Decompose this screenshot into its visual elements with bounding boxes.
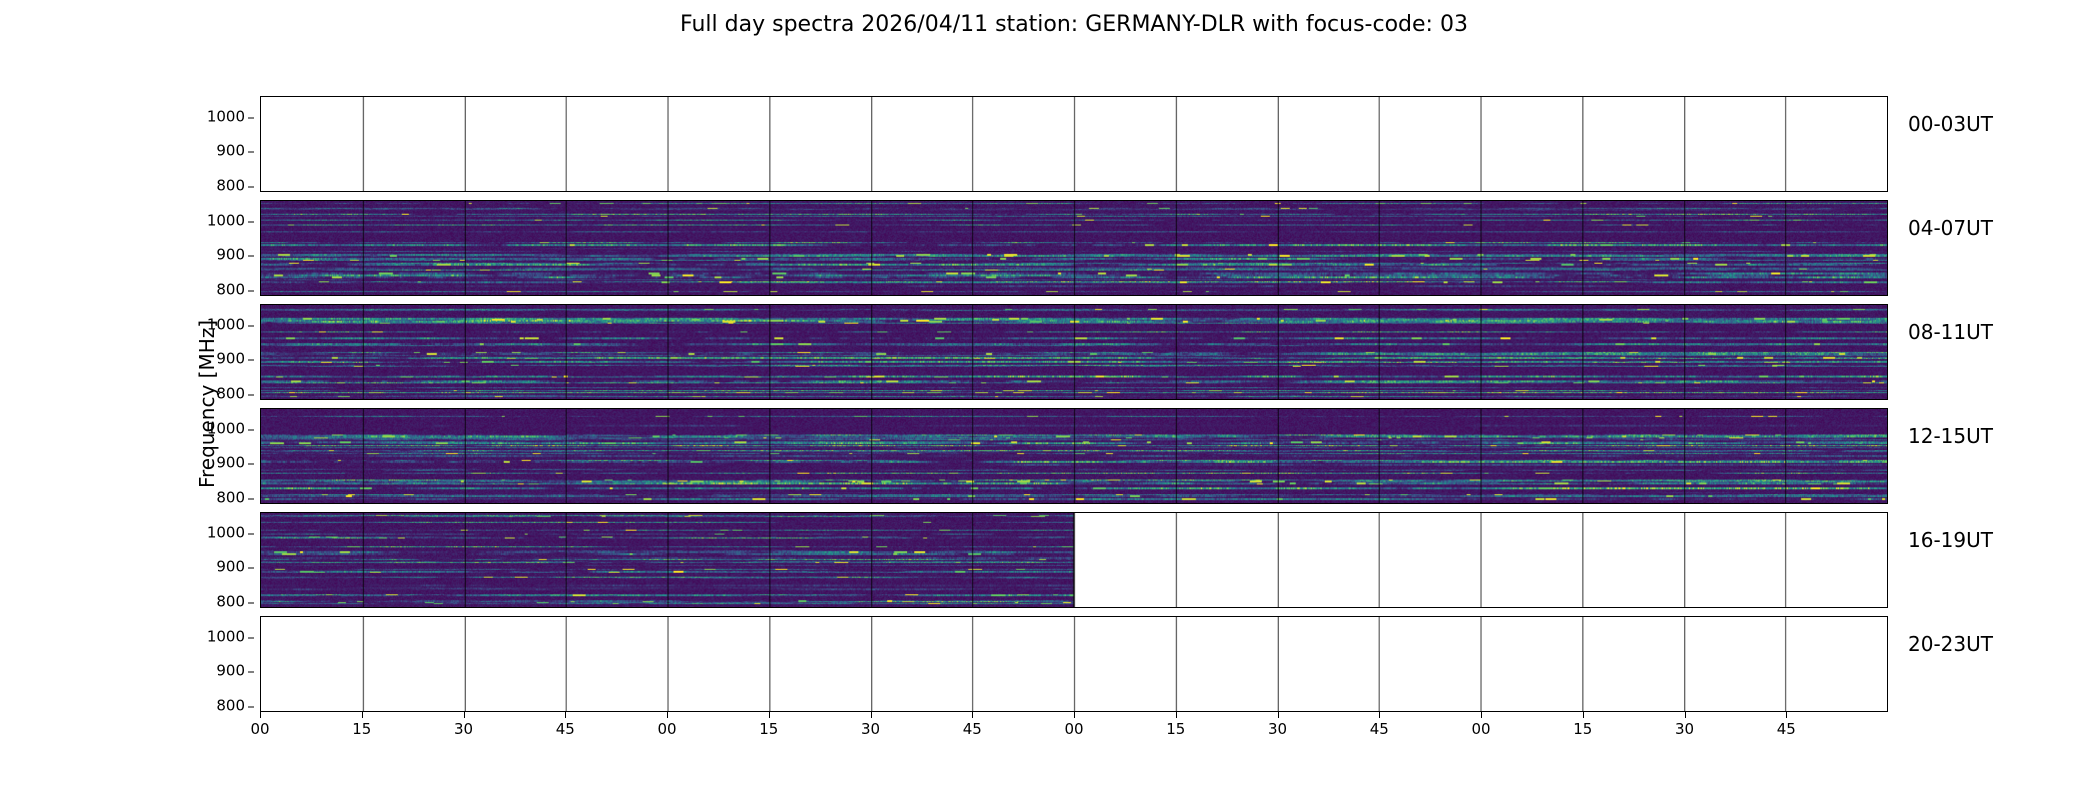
x-tick-label: 30 bbox=[1267, 720, 1288, 738]
spectrogram-canvas bbox=[261, 513, 1887, 607]
row-time-label: 20-23UT bbox=[1908, 632, 1993, 656]
y-tick-label: 800 bbox=[160, 698, 254, 714]
x-tick-label: 15 bbox=[1573, 720, 1593, 738]
x-axis: 00 15 30 45 00 15 30 45 00 15 30 45 00 15 30 45 bbox=[250, 712, 1888, 746]
spectrogram-panel bbox=[260, 512, 1888, 608]
x-tick-mark bbox=[260, 712, 261, 718]
x-tick-label: 00 bbox=[250, 720, 270, 738]
x-tick-mark bbox=[972, 712, 974, 718]
x-tick-label: 15 bbox=[759, 720, 779, 738]
x-tick-mark bbox=[361, 712, 363, 718]
spectrogram-canvas bbox=[261, 305, 1887, 399]
row-time-label: 12-15UT bbox=[1908, 424, 1993, 448]
y-tick-label: 1000 bbox=[160, 421, 254, 437]
x-tick-mark bbox=[768, 712, 770, 718]
x-tick-mark bbox=[463, 712, 465, 718]
y-tick-label: 900 bbox=[160, 559, 254, 575]
chart-title: Full day spectra 2026/04/11 station: GER… bbox=[680, 12, 1468, 37]
x-tick-label: 15 bbox=[352, 720, 372, 738]
y-tick-label: 800 bbox=[160, 282, 254, 298]
x-tick-label: 00 bbox=[1471, 720, 1491, 738]
spectrogram-canvas bbox=[261, 617, 1887, 711]
x-tick-mark bbox=[1175, 712, 1177, 718]
x-tick-label: 30 bbox=[453, 720, 474, 738]
y-tick-label: 900 bbox=[160, 247, 254, 263]
x-tick-mark bbox=[1277, 712, 1279, 718]
x-tick-mark bbox=[667, 712, 668, 718]
row-time-label: 00-03UT bbox=[1908, 112, 1993, 136]
spectrogram-panel bbox=[260, 304, 1888, 400]
spectrogram-canvas bbox=[261, 97, 1887, 191]
y-tick-label: 1000 bbox=[160, 317, 254, 333]
spectrogram-panel bbox=[260, 408, 1888, 504]
x-tick-label: 45 bbox=[1369, 720, 1389, 738]
spectra-row: 1000 900 800 04-07UT bbox=[0, 200, 2100, 298]
x-tick-mark bbox=[1684, 712, 1686, 718]
x-tick-label: 45 bbox=[555, 720, 575, 738]
y-tick-label: 900 bbox=[160, 351, 254, 367]
y-tick-label: 900 bbox=[160, 455, 254, 471]
x-tick-label: 15 bbox=[1166, 720, 1186, 738]
spectra-row: 1000 900 800 00-03UT bbox=[0, 96, 2100, 194]
spectrogram-panel bbox=[260, 200, 1888, 296]
y-tick-label: 1000 bbox=[160, 109, 254, 125]
y-tick-label: 800 bbox=[160, 594, 254, 610]
x-tick-mark bbox=[565, 712, 567, 718]
y-tick-label: 1000 bbox=[160, 213, 254, 229]
y-tick-label: 1000 bbox=[160, 525, 254, 541]
row-time-label: 08-11UT bbox=[1908, 320, 1993, 344]
y-tick-label: 800 bbox=[160, 386, 254, 402]
x-tick-mark bbox=[870, 712, 872, 718]
x-tick-mark bbox=[1582, 712, 1584, 718]
spectrogram-canvas bbox=[261, 409, 1887, 503]
y-tick-label: 1000 bbox=[160, 629, 254, 645]
spectra-row: 1000 900 800 20-23UT bbox=[0, 616, 2100, 714]
spectra-row: 1000 900 800 08-11UT bbox=[0, 304, 2100, 402]
x-tick-mark bbox=[1379, 712, 1381, 718]
y-tick-label: 900 bbox=[160, 143, 254, 159]
spectra-row: 1000 900 800 12-15UT bbox=[0, 408, 2100, 506]
x-tick-label: 30 bbox=[860, 720, 881, 738]
y-tick-label: 800 bbox=[160, 490, 254, 506]
x-tick-label: 00 bbox=[1064, 720, 1084, 738]
spectrogram-panel bbox=[260, 616, 1888, 712]
row-time-label: 16-19UT bbox=[1908, 528, 1993, 552]
x-tick-label: 45 bbox=[962, 720, 982, 738]
x-tick-mark bbox=[1481, 712, 1482, 718]
spectrogram-panel bbox=[260, 96, 1888, 192]
x-tick-mark bbox=[1786, 712, 1788, 718]
y-tick-label: 900 bbox=[160, 663, 254, 679]
x-tick-label: 45 bbox=[1776, 720, 1796, 738]
row-time-label: 04-07UT bbox=[1908, 216, 1993, 240]
y-tick-label: 800 bbox=[160, 178, 254, 194]
spectrogram-canvas bbox=[261, 201, 1887, 295]
x-tick-label: 00 bbox=[657, 720, 677, 738]
x-tick-mark bbox=[1074, 712, 1075, 718]
spectra-row: 1000 900 800 16-19UT bbox=[0, 512, 2100, 610]
x-tick-label: 30 bbox=[1674, 720, 1695, 738]
